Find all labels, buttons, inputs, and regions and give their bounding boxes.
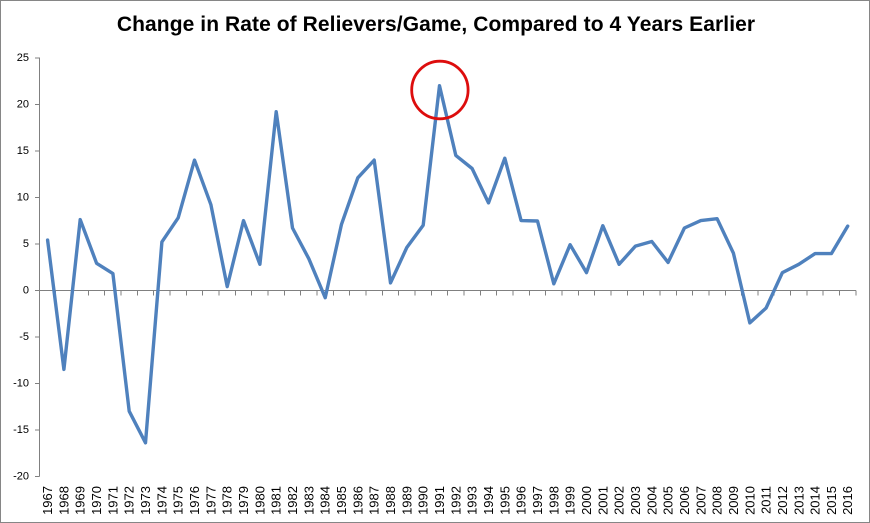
svg-text:1975: 1975 [171,486,186,515]
svg-text:2011: 2011 [759,486,774,514]
svg-text:1985: 1985 [334,486,349,515]
svg-text:2006: 2006 [677,486,692,515]
svg-text:1981: 1981 [269,486,284,515]
svg-text:1977: 1977 [203,486,218,515]
svg-text:2009: 2009 [726,486,741,515]
svg-text:1992: 1992 [448,486,463,515]
svg-text:1972: 1972 [122,486,137,515]
svg-text:1993: 1993 [465,486,480,515]
svg-text:1986: 1986 [350,486,365,515]
svg-text:2008: 2008 [710,486,725,515]
svg-text:1982: 1982 [285,486,300,515]
svg-text:1997: 1997 [530,486,545,515]
svg-text:1995: 1995 [497,486,512,515]
svg-text:10: 10 [17,191,29,203]
svg-text:1990: 1990 [416,486,431,515]
svg-text:2010: 2010 [742,486,757,515]
svg-text:-10: -10 [13,377,29,389]
svg-text:1976: 1976 [187,486,202,515]
svg-text:1988: 1988 [383,486,398,515]
svg-text:1968: 1968 [56,486,71,515]
svg-text:1983: 1983 [301,486,316,515]
svg-text:2014: 2014 [808,486,823,515]
svg-text:2015: 2015 [824,486,839,515]
svg-text:1996: 1996 [514,486,529,515]
svg-text:1989: 1989 [399,486,414,515]
svg-text:1974: 1974 [154,486,169,515]
svg-text:5: 5 [23,238,29,250]
svg-text:1994: 1994 [481,486,496,515]
svg-text:1969: 1969 [73,486,88,515]
svg-text:2003: 2003 [628,486,643,515]
svg-text:2002: 2002 [612,486,627,515]
svg-text:-5: -5 [19,331,29,343]
svg-text:20: 20 [17,98,29,110]
svg-text:2000: 2000 [579,486,594,515]
svg-text:2012: 2012 [775,486,790,515]
svg-text:2005: 2005 [661,486,676,515]
svg-text:15: 15 [17,145,29,157]
svg-text:25: 25 [17,52,29,64]
svg-text:1979: 1979 [236,486,251,515]
svg-text:1991: 1991 [432,486,447,515]
svg-text:1970: 1970 [89,486,104,515]
svg-text:1980: 1980 [252,486,267,515]
svg-text:1984: 1984 [318,486,333,515]
svg-text:1999: 1999 [563,486,578,515]
svg-text:1967: 1967 [40,486,55,515]
svg-text:2007: 2007 [693,486,708,515]
svg-text:1998: 1998 [546,486,561,515]
svg-text:2013: 2013 [791,486,806,515]
svg-text:-20: -20 [13,470,29,482]
svg-text:2016: 2016 [840,486,855,515]
svg-text:1971: 1971 [105,486,120,515]
svg-text:0: 0 [23,284,29,296]
svg-text:1973: 1973 [138,486,153,515]
svg-text:1987: 1987 [367,486,382,515]
svg-text:2004: 2004 [644,486,659,515]
svg-text:2001: 2001 [595,486,610,515]
svg-text:-15: -15 [13,424,29,436]
svg-text:1978: 1978 [220,486,235,515]
